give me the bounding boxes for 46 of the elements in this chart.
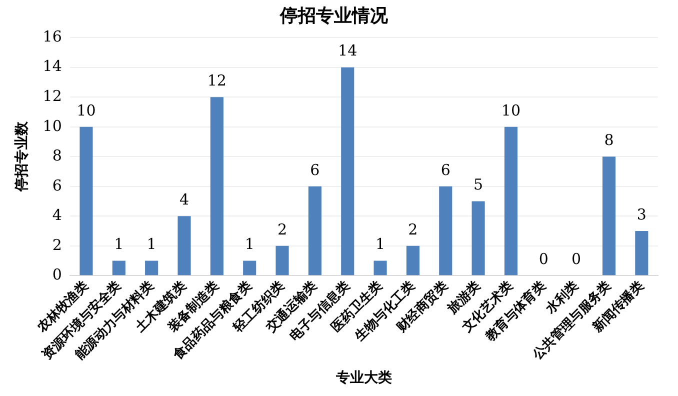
data-label: 0 xyxy=(538,250,548,268)
data-label: 3 xyxy=(636,205,646,224)
y-tick-label: 0 xyxy=(52,266,62,284)
y-tick-label: 12 xyxy=(42,87,62,105)
bar xyxy=(504,126,518,276)
y-tick-label: 10 xyxy=(42,116,62,135)
data-label: 1 xyxy=(114,235,124,254)
bar xyxy=(439,186,452,276)
data-label: 1 xyxy=(146,235,156,254)
bar xyxy=(308,186,322,276)
data-label: 12 xyxy=(207,72,226,90)
bar xyxy=(602,156,616,276)
data-label: 1 xyxy=(376,235,386,254)
bar xyxy=(341,67,354,276)
chart-title: 停招专业情况 xyxy=(279,5,389,26)
data-label: 0 xyxy=(572,250,582,268)
bar xyxy=(178,216,191,276)
data-label: 4 xyxy=(179,190,190,209)
bar xyxy=(374,260,387,276)
x-axis-title: 专业大类 xyxy=(334,369,392,386)
bar xyxy=(635,231,648,276)
data-label: 2 xyxy=(277,220,288,238)
y-tick-label: 16 xyxy=(42,27,62,46)
data-label: 6 xyxy=(440,160,450,179)
bar xyxy=(112,260,126,276)
y-axis-title: 停招专业数 xyxy=(13,120,30,193)
y-tick-label: 6 xyxy=(52,176,62,194)
data-label: 2 xyxy=(408,220,418,238)
data-label: 5 xyxy=(474,176,484,194)
y-tick-label: 4 xyxy=(52,206,62,224)
data-label: 6 xyxy=(310,160,320,179)
data-label: 14 xyxy=(338,42,358,60)
y-tick-label: 2 xyxy=(52,236,62,254)
bar xyxy=(472,201,485,276)
data-label: 10 xyxy=(76,101,96,120)
bar xyxy=(406,246,420,276)
bar xyxy=(276,246,289,276)
data-label: 8 xyxy=(604,131,614,150)
bar xyxy=(80,126,93,276)
y-tick-label: 8 xyxy=(52,146,62,165)
bar xyxy=(145,260,158,276)
y-tick-label: 14 xyxy=(42,57,62,76)
bar xyxy=(210,97,224,276)
data-label: 10 xyxy=(501,101,521,120)
data-label: 1 xyxy=(244,235,254,254)
bar xyxy=(243,260,256,276)
